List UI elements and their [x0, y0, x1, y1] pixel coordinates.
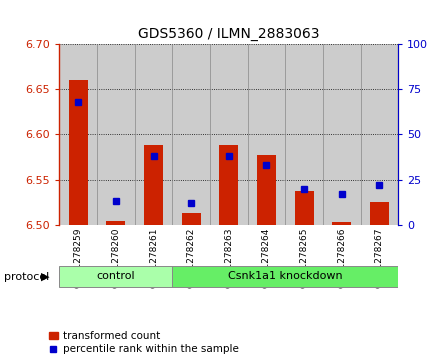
Bar	[370, 203, 389, 225]
Bar	[59, 266, 172, 287]
Bar	[172, 266, 398, 287]
Text: ▶: ▶	[40, 272, 49, 282]
Bar	[248, 44, 285, 225]
Bar	[135, 44, 172, 225]
Bar	[172, 44, 210, 225]
Bar	[220, 145, 238, 225]
Text: Csnk1a1 knockdown: Csnk1a1 knockdown	[228, 271, 343, 281]
Bar	[97, 44, 135, 225]
Bar	[69, 80, 88, 225]
Bar	[210, 44, 248, 225]
Legend: transformed count, percentile rank within the sample: transformed count, percentile rank withi…	[49, 331, 238, 354]
Bar	[332, 223, 351, 225]
Bar	[285, 44, 323, 225]
Bar	[106, 221, 125, 225]
Title: GDS5360 / ILMN_2883063: GDS5360 / ILMN_2883063	[138, 27, 319, 41]
Text: control: control	[96, 271, 135, 281]
Bar	[182, 213, 201, 225]
Text: protocol: protocol	[4, 272, 50, 282]
Bar	[144, 145, 163, 225]
Bar	[295, 192, 313, 225]
Bar	[360, 44, 398, 225]
Bar	[59, 44, 97, 225]
Bar	[323, 44, 360, 225]
Bar	[257, 155, 276, 225]
